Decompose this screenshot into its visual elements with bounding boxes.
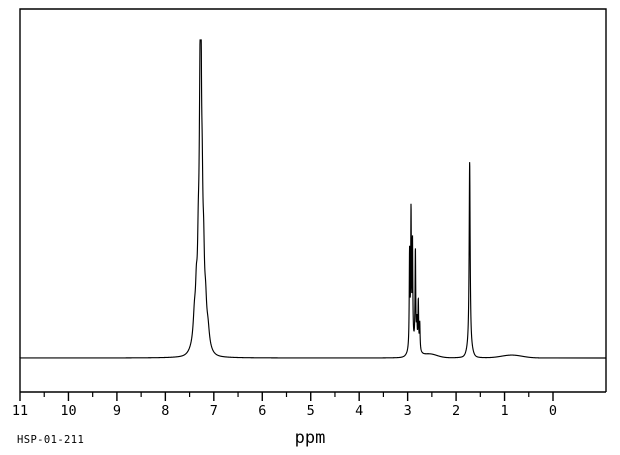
axis-tick-label: 1 bbox=[500, 403, 508, 419]
axis-tick-label: 5 bbox=[307, 403, 315, 419]
x-axis-title: ppm bbox=[295, 428, 326, 448]
axis-ticks bbox=[19, 392, 554, 401]
axis-tick-label: 3 bbox=[404, 403, 412, 419]
axis-tick-label: 0 bbox=[549, 403, 557, 419]
axis-tick-label: 4 bbox=[355, 403, 363, 419]
axis-tick-label: 9 bbox=[113, 403, 121, 419]
axis-tick-label: 2 bbox=[452, 403, 460, 419]
axis-tick-label: 10 bbox=[60, 403, 76, 419]
plot-frame bbox=[19, 8, 607, 392]
sample-id-label: HSP-01-211 bbox=[17, 434, 84, 446]
axis-tick-label: 6 bbox=[258, 403, 266, 419]
axis-tick-label: 8 bbox=[161, 403, 169, 419]
axis-tick-label: 11 bbox=[12, 403, 28, 419]
spectrum-trace bbox=[19, 39, 607, 359]
axis-tick-label: 7 bbox=[210, 403, 218, 419]
axis-tick-labels: 11 10 9 8 7 6 5 4 3 2 1 0 bbox=[12, 403, 557, 419]
